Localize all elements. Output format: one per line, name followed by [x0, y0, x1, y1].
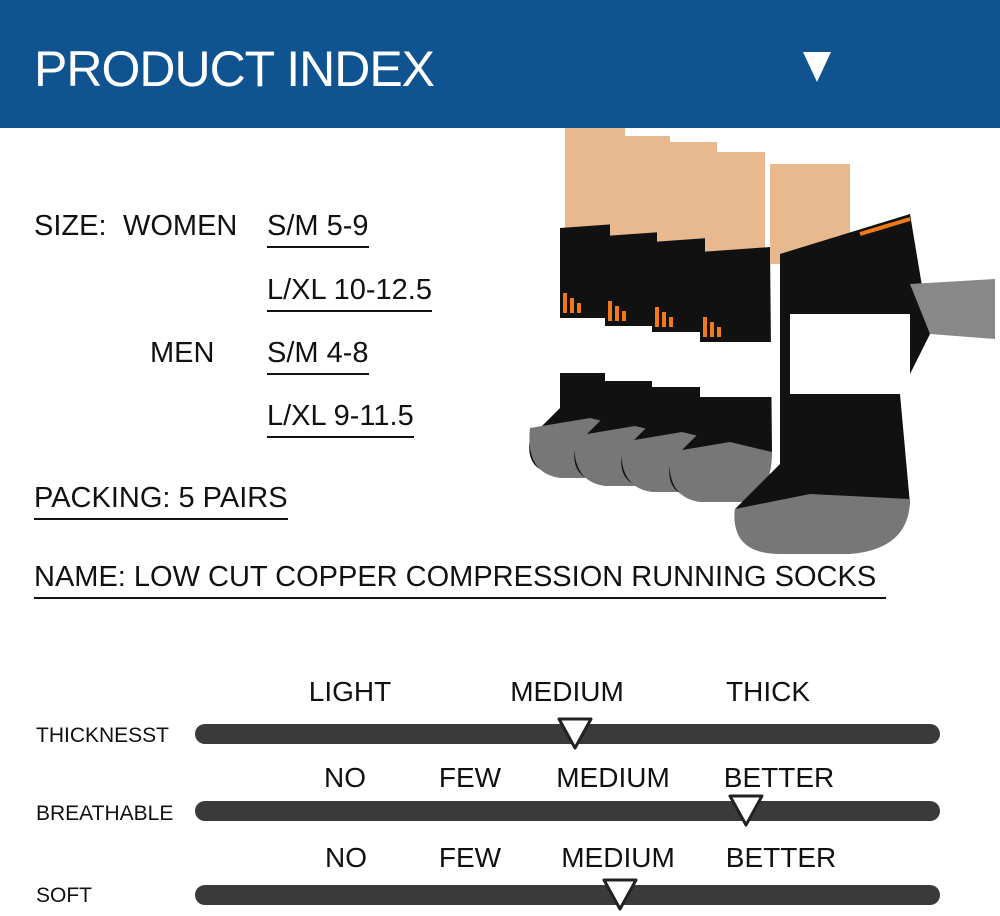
women-size-sm: S/M 5-9	[267, 210, 369, 248]
page-title: PRODUCT INDEX	[34, 41, 435, 97]
women-size-lxl: L/XL 10-12.5	[267, 274, 432, 312]
option-label: FEW	[438, 762, 502, 793]
option-label: BETTER	[723, 762, 835, 793]
option-label: LIGHT	[308, 676, 392, 707]
option-label: NO	[324, 762, 366, 793]
men-size-sm: S/M 4-8	[267, 337, 369, 375]
triangle-down-icon	[803, 52, 831, 82]
option-label: BETTER	[725, 842, 837, 873]
option-label: MEDIUM	[510, 676, 624, 707]
rating-label: BREATHABLE	[36, 802, 174, 825]
rating-label: SOFT	[36, 884, 92, 907]
rating-bar	[195, 878, 940, 911]
men-size-lxl: L/XL 9-11.5	[267, 400, 414, 438]
header-banner: PRODUCT INDEX	[0, 0, 1000, 128]
option-label: MEDIUM	[556, 762, 670, 793]
women-label: WOMEN	[123, 210, 238, 242]
option-label: THICK	[726, 676, 810, 707]
packing-info: PACKING: 5 PAIRS	[34, 482, 288, 520]
option-label: NO	[325, 842, 367, 873]
option-label: FEW	[438, 842, 502, 873]
socks-product-image	[529, 128, 995, 554]
men-label: MEN	[150, 337, 215, 369]
option-label: MEDIUM	[561, 842, 675, 873]
product-name: NAME: LOW CUT COPPER COMPRESSION RUNNING…	[34, 561, 887, 599]
rating-bar	[195, 717, 940, 750]
rating-label: THICKNESST	[36, 724, 170, 747]
size-label: SIZE:	[34, 210, 107, 242]
rating-bar	[195, 794, 940, 827]
